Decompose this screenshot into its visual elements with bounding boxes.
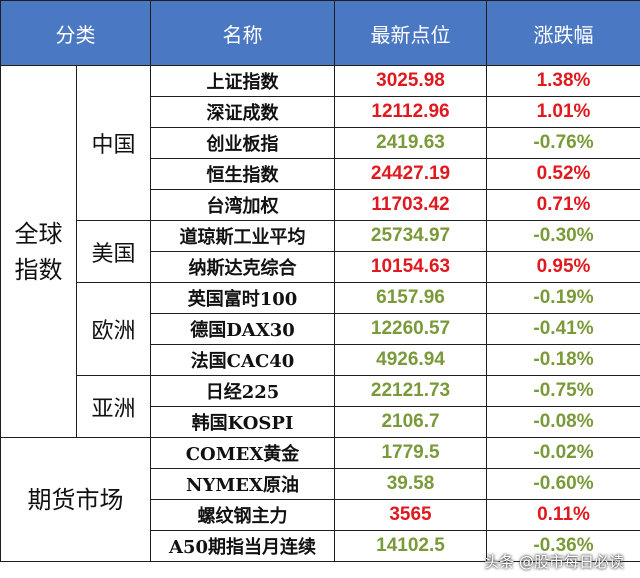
row-change: -0.41% xyxy=(486,313,640,345)
region-europe: 欧洲 xyxy=(76,282,151,376)
row-value: 10154.63 xyxy=(334,251,487,283)
row-name: 创业板指 xyxy=(150,127,335,159)
region-asia: 亚洲 xyxy=(76,375,151,438)
region-usa: 美国 xyxy=(76,220,151,283)
row-change: -0.19% xyxy=(486,282,640,314)
row-value: 2419.63 xyxy=(334,127,487,159)
row-change: 0.71% xyxy=(486,189,640,221)
table-row: 全球 指数 中国 上证指数 3025.98 1.38% xyxy=(0,65,640,438)
table-row: 德国DAX30 12260.57 -0.41% xyxy=(1,313,640,345)
row-value: 3565 xyxy=(334,499,487,531)
row-value: 39.58 xyxy=(334,468,487,500)
row-change: -0.36% xyxy=(486,530,640,562)
table-row: 台湾加权 11703.42 0.71% xyxy=(1,189,640,221)
row-change: -0.30% xyxy=(486,220,640,252)
table-row: 创业板指 2419.63 -0.76% xyxy=(1,127,640,159)
row-value: 14102.5 xyxy=(334,530,487,562)
table-row: 期货市场 COMEX黄金 1779.5 -0.02% xyxy=(0,437,640,562)
row-name: NYMEX原油 xyxy=(150,468,335,500)
row-value: 3025.98 xyxy=(334,65,487,97)
table-row: 欧洲 英国富时100 6157.96 -0.19% xyxy=(1,282,640,376)
row-name: 深证成数 xyxy=(150,96,335,128)
table-row: NYMEX原油 39.58 -0.60% xyxy=(1,468,640,500)
row-name: 道琼斯工业平均 xyxy=(150,220,335,252)
row-change: -0.75% xyxy=(486,375,640,407)
row-name: 英国富时100 xyxy=(150,282,335,314)
row-name: 法国CAC40 xyxy=(150,344,335,376)
table-row: 螺纹钢主力 3565 0.11% xyxy=(1,499,640,531)
group-global-index: 全球 指数 xyxy=(0,65,77,438)
row-name: 上证指数 xyxy=(150,65,335,97)
row-value: 1779.5 xyxy=(334,437,487,469)
header-row: 分类 名称 最新点位 涨跌幅 xyxy=(0,0,640,66)
row-change: 0.95% xyxy=(486,251,640,283)
group-global-label: 全球 指数 xyxy=(14,219,63,284)
table-row: 美国 道琼斯工业平均 25734.97 -0.30% xyxy=(1,220,640,283)
row-value: 12112.96 xyxy=(334,96,487,128)
watermark: 头条 @股市每日必读 xyxy=(484,553,624,571)
group-futures: 期货市场 xyxy=(0,437,151,562)
row-change: -0.18% xyxy=(486,344,640,376)
row-name: 德国DAX30 xyxy=(150,313,335,345)
row-change: 1.01% xyxy=(486,96,640,128)
table-row: 法国CAC40 4926.94 -0.18% xyxy=(1,344,640,376)
row-change: -0.76% xyxy=(486,127,640,159)
row-value: 12260.57 xyxy=(334,313,487,345)
region-china: 中国 xyxy=(76,65,151,221)
row-change: 1.38% xyxy=(486,65,640,97)
row-change: -0.60% xyxy=(486,468,640,500)
row-value: 11703.42 xyxy=(334,189,487,221)
header-change: 涨跌幅 xyxy=(486,0,640,66)
row-name: A50期指当月连续 xyxy=(150,530,335,562)
table-row: 恒生指数 24427.19 0.52% xyxy=(1,158,640,190)
header-latest: 最新点位 xyxy=(334,0,487,66)
row-name: 螺纹钢主力 xyxy=(150,499,335,531)
row-name: 恒生指数 xyxy=(150,158,335,190)
header-category: 分类 xyxy=(0,0,151,66)
table-row: 亚洲 日经225 22121.73 -0.75% xyxy=(1,375,640,438)
row-name: COMEX黄金 xyxy=(150,437,335,469)
row-name: 韩国KOSPI xyxy=(150,406,335,438)
table-row: 纳斯达克综合 10154.63 0.95% xyxy=(1,251,640,283)
row-value: 22121.73 xyxy=(334,375,487,407)
row-value: 25734.97 xyxy=(334,220,487,252)
row-change: 0.52% xyxy=(486,158,640,190)
row-name: 纳斯达克综合 xyxy=(150,251,335,283)
table-row: 韩国KOSPI 2106.7 -0.08% xyxy=(1,406,640,438)
row-value: 4926.94 xyxy=(334,344,487,376)
row-value: 2106.7 xyxy=(334,406,487,438)
table-row: A50期指当月连续 14102.5 -0.36% xyxy=(1,530,640,562)
row-value: 24427.19 xyxy=(334,158,487,190)
header-name: 名称 xyxy=(150,0,335,66)
row-value: 6157.96 xyxy=(334,282,487,314)
market-table: 分类 名称 最新点位 涨跌幅 全球 指数 中国 上证指数 3025.98 1.38… xyxy=(0,0,640,562)
row-name: 台湾加权 xyxy=(150,189,335,221)
row-name: 日经225 xyxy=(150,375,335,407)
row-change: 0.11% xyxy=(486,499,640,531)
row-change: -0.08% xyxy=(486,406,640,438)
row-change: -0.02% xyxy=(486,437,640,469)
